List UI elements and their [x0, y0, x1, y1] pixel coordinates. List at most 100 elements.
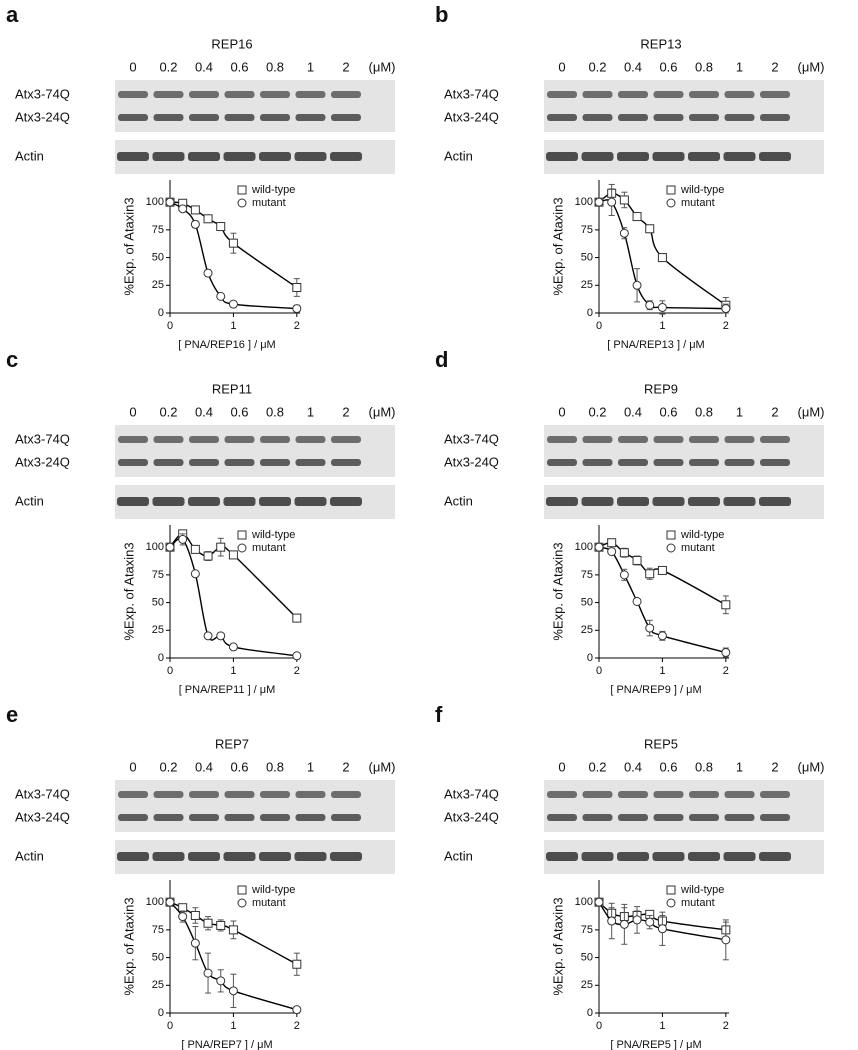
- band: [724, 91, 755, 98]
- lane-label: 2: [342, 59, 349, 74]
- point: [619, 919, 629, 929]
- y-tick-label: 50: [152, 596, 164, 608]
- band: [295, 814, 326, 821]
- legend-label: mutant: [681, 897, 715, 909]
- blot-image: [544, 780, 824, 832]
- band: [294, 152, 327, 161]
- point: [607, 538, 617, 548]
- band: [189, 91, 219, 98]
- point: [619, 548, 629, 558]
- x-tick-label: 0: [167, 1020, 173, 1032]
- band: [259, 852, 291, 861]
- x-axis-label: [ PNA/REP7 ] / μM: [181, 1039, 272, 1050]
- point: [292, 613, 302, 623]
- row-label: Atx3-74Q: [15, 786, 70, 801]
- band: [760, 814, 790, 821]
- band: [688, 497, 720, 506]
- band: [188, 852, 220, 861]
- point: [178, 903, 188, 913]
- band: [547, 814, 577, 821]
- legend-marker: [666, 530, 676, 540]
- panel-letter: c: [6, 347, 18, 372]
- blot-title: REP5: [644, 736, 678, 751]
- band: [582, 791, 613, 798]
- y-tick-label: 75: [152, 569, 164, 581]
- row-label: Atx3-74Q: [15, 431, 70, 446]
- point: [607, 916, 617, 926]
- lane-label: 0.2: [159, 404, 177, 419]
- band: [689, 114, 719, 121]
- lane-label: 1: [736, 59, 743, 74]
- row-label: Actin: [15, 148, 44, 163]
- point: [632, 280, 642, 290]
- band: [152, 852, 185, 861]
- legend-label: mutant: [681, 197, 715, 209]
- row-label: Actin: [15, 493, 44, 508]
- y-axis-label: %Exp. of Ataxin3: [550, 197, 565, 295]
- band: [689, 436, 719, 443]
- lane-label: 2: [771, 59, 778, 74]
- y-tick-label: 0: [158, 1007, 164, 1019]
- blot-title: REP13: [640, 36, 681, 51]
- point: [292, 304, 302, 314]
- band: [331, 114, 361, 121]
- y-tick-label: 0: [587, 307, 593, 319]
- panel-letter: f: [435, 702, 443, 727]
- band: [723, 152, 756, 161]
- band: [260, 459, 290, 466]
- point: [216, 976, 226, 986]
- band: [582, 459, 613, 466]
- band: [260, 791, 290, 798]
- band: [295, 791, 326, 798]
- y-tick-label: 50: [152, 951, 164, 963]
- panel: b REP13 0 0.2 0.4 0.6 0.8 1 2 (μM) Atx3-74Q Atx3-24…: [435, 2, 824, 351]
- panel-letter: b: [435, 2, 448, 27]
- blot-image: [544, 80, 824, 132]
- lane-label: 0.4: [624, 404, 642, 419]
- y-tick-label: 0: [587, 1007, 593, 1019]
- band: [118, 459, 148, 466]
- point: [178, 204, 188, 214]
- y-axis-label: %Exp. of Ataxin3: [550, 542, 565, 640]
- y-tick-label: 100: [575, 196, 593, 208]
- y-axis-label: %Exp. of Ataxin3: [121, 542, 136, 640]
- point: [178, 912, 188, 922]
- lane-label: 0.4: [624, 59, 642, 74]
- fit-curve: [169, 201, 297, 310]
- panel: e REP7 0 0.2 0.4 0.6 0.8 1 2 (μM) Atx3-74Q Atx3-24Q…: [6, 702, 395, 1050]
- x-tick-label: 2: [723, 665, 729, 677]
- point: [619, 195, 629, 205]
- band: [330, 852, 362, 861]
- blot-image: [115, 780, 395, 832]
- panel-letter: a: [6, 2, 19, 27]
- y-tick-label: 75: [581, 224, 593, 236]
- point: [619, 570, 629, 580]
- y-tick-label: 100: [146, 541, 164, 553]
- band: [224, 459, 255, 466]
- legend-label: mutant: [252, 197, 286, 209]
- y-tick-label: 100: [575, 896, 593, 908]
- point: [203, 214, 213, 224]
- x-axis-label: [ PNA/REP13 ] / μM: [607, 339, 704, 351]
- lane-label: 0.8: [695, 759, 713, 774]
- band: [260, 436, 290, 443]
- y-tick-label: 50: [581, 951, 593, 963]
- x-tick-label: 0: [596, 665, 602, 677]
- band: [724, 459, 755, 466]
- legend-label: wild-type: [251, 529, 295, 541]
- y-tick-label: 25: [152, 624, 164, 636]
- x-tick-label: 1: [230, 320, 236, 332]
- blot-image: [115, 80, 395, 132]
- x-tick-label: 2: [294, 320, 300, 332]
- point: [190, 544, 200, 554]
- row-label: Actin: [444, 493, 473, 508]
- band: [153, 814, 184, 821]
- lane-label: 0: [558, 59, 565, 74]
- y-tick-label: 100: [575, 541, 593, 553]
- band: [618, 459, 648, 466]
- point: [190, 910, 200, 920]
- band: [581, 152, 614, 161]
- band: [118, 791, 148, 798]
- point: [607, 547, 617, 557]
